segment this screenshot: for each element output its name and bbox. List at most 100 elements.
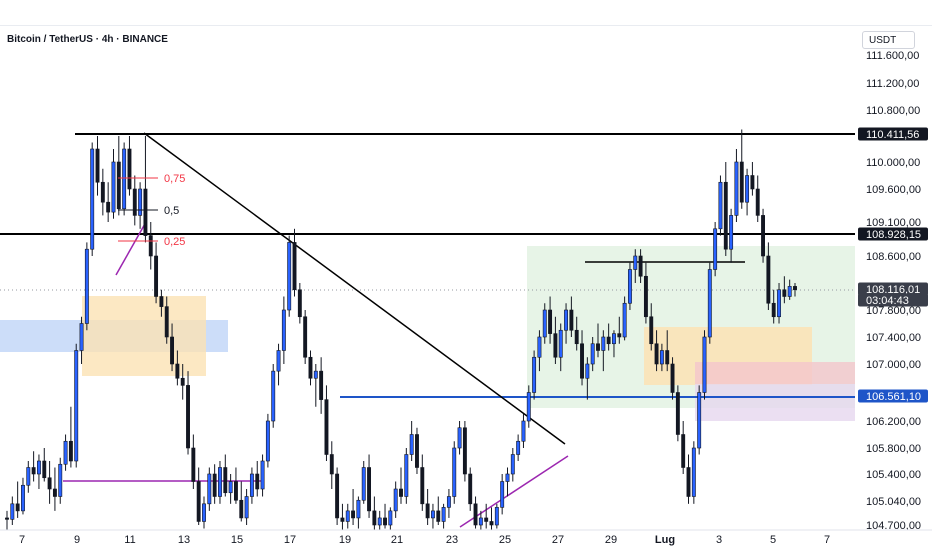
bullish-candle xyxy=(90,148,95,250)
bearish-candle xyxy=(761,215,766,257)
x-tick-label: 9 xyxy=(74,534,80,546)
bullish-candle xyxy=(713,228,718,270)
bearish-candle xyxy=(649,316,654,345)
bearish-candle xyxy=(569,309,574,331)
bullish-candle xyxy=(84,248,89,324)
bearish-candle xyxy=(617,333,622,338)
bullish-candle xyxy=(659,350,664,365)
bullish-candle xyxy=(510,454,515,475)
bullish-candle xyxy=(478,517,483,526)
bullish-candle xyxy=(361,467,366,501)
top-divider xyxy=(0,25,932,26)
bullish-candle xyxy=(526,392,531,422)
bullish-candle xyxy=(718,181,723,230)
bearish-candle xyxy=(553,333,558,358)
bearish-candle xyxy=(52,488,57,497)
bullish-candle xyxy=(207,473,212,505)
bearish-candle xyxy=(15,503,20,512)
bullish-candle xyxy=(516,440,521,455)
x-tick-label: 29 xyxy=(605,534,617,546)
bearish-candle xyxy=(324,399,329,455)
bullish-candle xyxy=(388,510,393,526)
bearish-candle xyxy=(239,499,244,519)
bearish-candle xyxy=(468,473,473,505)
x-tick-label: Lug xyxy=(655,534,675,546)
price-tag-label: 110.411,56 xyxy=(866,129,919,141)
bearish-candle xyxy=(159,296,164,307)
bearish-candle xyxy=(106,201,111,213)
bearish-candle xyxy=(462,427,467,475)
price-tag-bg xyxy=(858,127,928,141)
orange-zone xyxy=(82,296,206,376)
bullish-candle xyxy=(271,370,276,422)
bullish-candle xyxy=(446,496,451,508)
x-tick-label: 3 xyxy=(716,534,722,546)
bearish-candle xyxy=(484,517,489,522)
bullish-candle xyxy=(281,309,286,351)
bullish-candle xyxy=(622,302,627,338)
fib-layer: 0,75 0,5 0,25 xyxy=(118,173,185,248)
price-tag-bg xyxy=(858,293,928,307)
currency-selector[interactable]: USDT xyxy=(862,31,915,49)
bullish-candle xyxy=(691,447,696,497)
y-tick-label: 105.800,00 xyxy=(866,443,921,455)
fib-level-label: 0,75 xyxy=(164,173,185,185)
x-tick-label: 11 xyxy=(124,534,135,546)
x-tick-label: 7 xyxy=(824,534,830,546)
x-tick-label: 25 xyxy=(499,534,511,546)
bullish-candle xyxy=(590,343,595,365)
bullish-candle xyxy=(21,484,25,512)
bearish-candle xyxy=(95,148,100,183)
bearish-candle xyxy=(654,343,659,365)
bearish-candle xyxy=(643,275,648,318)
price-tag-label: 108.116,01 xyxy=(866,284,920,296)
bearish-candle xyxy=(665,350,670,365)
bullish-candle xyxy=(10,503,15,520)
purple-fib-leg xyxy=(115,221,147,276)
bullish-candle xyxy=(356,499,361,519)
time-axis: 7 9 11 13 15 17 19 21 23 25 27 29 Lug 3 5 7 xyxy=(0,529,932,546)
y-tick-label: 109.100,00 xyxy=(866,217,921,229)
bullish-candle xyxy=(787,286,792,297)
price-tag-label: 106.561,10 xyxy=(866,391,921,403)
bearish-candle xyxy=(782,289,787,297)
bullish-candle xyxy=(79,323,84,351)
bearish-candle xyxy=(351,510,356,519)
bullish-candle xyxy=(228,481,233,494)
price-tags: 110.411,56108.928,15108.116,0103:04:4310… xyxy=(858,127,928,403)
x-tick-label: 23 xyxy=(446,534,458,546)
bullish-candle xyxy=(249,473,254,497)
bearish-candle xyxy=(681,434,686,468)
bullish-candle xyxy=(313,370,318,379)
bearish-candle xyxy=(436,510,441,522)
bearish-candle xyxy=(596,343,600,351)
bullish-candle xyxy=(542,309,547,338)
bullish-candle xyxy=(521,420,526,442)
bullish-candle xyxy=(633,255,638,270)
bearish-candle xyxy=(143,188,148,236)
bullish-candle xyxy=(505,473,510,482)
bullish-candle xyxy=(138,188,143,216)
y-tick-label: 111.600,00 xyxy=(866,50,919,62)
bearish-candle xyxy=(164,306,169,338)
x-tick-label: 13 xyxy=(178,534,190,546)
bearish-candle xyxy=(675,392,680,435)
bearish-candle xyxy=(116,161,121,210)
bearish-candle xyxy=(383,517,387,526)
bearish-candle xyxy=(233,481,238,501)
bearish-candle xyxy=(686,467,691,497)
bearish-candle xyxy=(793,286,797,291)
bearish-candle xyxy=(489,521,494,526)
bullish-candle xyxy=(265,420,270,462)
bullish-candle xyxy=(244,496,249,519)
bearish-candle xyxy=(766,255,771,304)
bearish-candle xyxy=(223,467,228,494)
y-tick-label: 111.200,00 xyxy=(866,78,919,90)
y-tick-label: 110.000,00 xyxy=(866,157,920,169)
y-tick-label: 104.700,00 xyxy=(866,520,921,532)
y-tick-label: 107.800,00 xyxy=(866,305,921,317)
bullish-candle xyxy=(393,488,398,512)
bullish-candle xyxy=(430,510,435,519)
bearish-candle xyxy=(606,336,611,345)
